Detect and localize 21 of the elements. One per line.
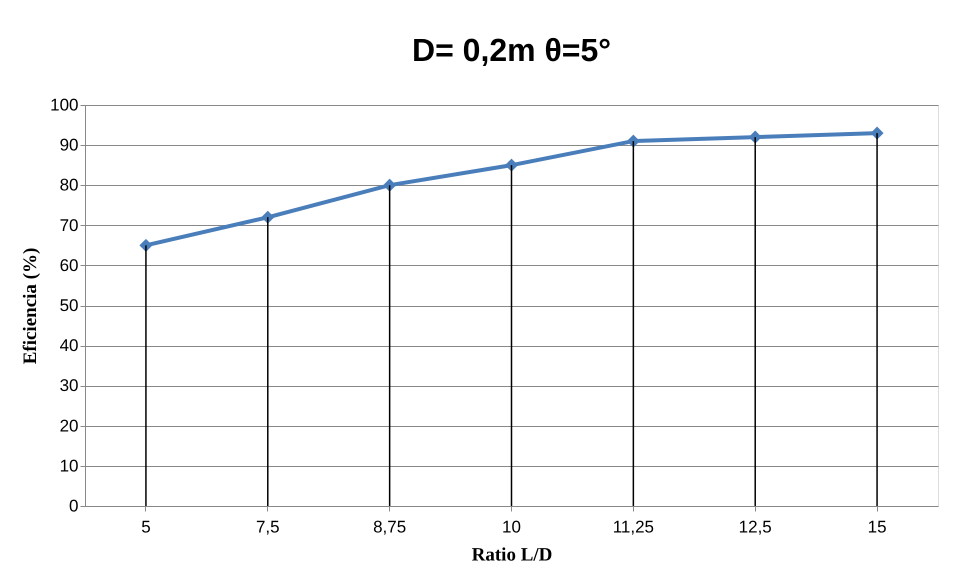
x-axis-title: Ratio L/D bbox=[472, 544, 552, 566]
chart-title: D= 0,2m θ=5° bbox=[412, 32, 612, 68]
y-tick-label: 10 bbox=[60, 456, 78, 476]
y-tick-label: 30 bbox=[60, 376, 78, 396]
y-tick-label: 20 bbox=[60, 416, 78, 436]
x-tick-label: 7,5 bbox=[256, 518, 280, 536]
y-tick-label: 60 bbox=[60, 256, 78, 275]
x-tick-label: 12,5 bbox=[738, 518, 772, 536]
y-tick-label: 100 bbox=[50, 96, 78, 114]
x-tick-label: 5 bbox=[141, 518, 151, 536]
y-tick-label: 90 bbox=[60, 136, 78, 155]
x-tick-label: 11,25 bbox=[612, 518, 654, 536]
y-axis-title: Eficiencia (%) bbox=[20, 248, 42, 364]
x-tick-label: 10 bbox=[502, 518, 521, 536]
x-tick-label: 8,75 bbox=[373, 518, 406, 536]
y-tick-label: 80 bbox=[60, 176, 78, 195]
y-tick-label: 0 bbox=[69, 496, 78, 516]
y-tick-label: 70 bbox=[60, 216, 78, 235]
x-tick-label: 15 bbox=[868, 518, 887, 536]
y-tick-label: 50 bbox=[60, 296, 78, 315]
y-tick-label: 40 bbox=[60, 336, 78, 356]
